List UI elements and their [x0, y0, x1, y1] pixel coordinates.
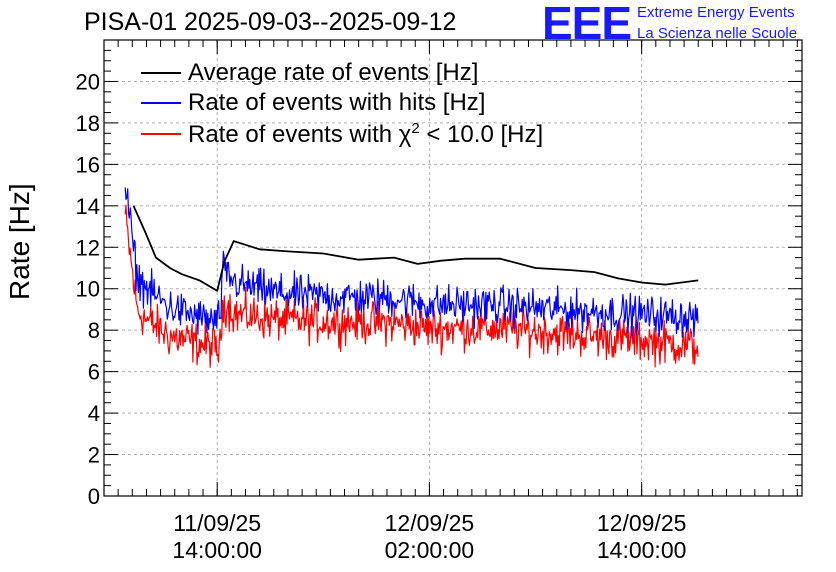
y-tick-label: 20 [76, 69, 100, 94]
eee-logo-icon: EEE [542, 0, 632, 49]
legend-label-chi2: Rate of events with χ2 < 10.0 [Hz] [188, 120, 543, 149]
legend-label-average: Average rate of events [Hz] [188, 59, 479, 86]
x-tick-label-time: 14:00:00 [597, 537, 687, 563]
x-tick-label-time: 14:00:00 [172, 537, 262, 563]
y-tick-label: 6 [88, 360, 100, 385]
legend-chi2-prefix: Rate of events with [188, 121, 399, 148]
y-tick-label: 10 [76, 277, 100, 302]
y-tick-label: 2 [88, 443, 100, 468]
x-tick-label-time: 02:00:00 [385, 537, 475, 563]
y-tick-label: 0 [88, 484, 100, 509]
x-tick-label-date: 11/09/25 [173, 510, 261, 536]
series-line-hits [124, 187, 699, 339]
series-line-chi2 [124, 204, 699, 368]
series-layer [124, 187, 699, 368]
logo-line-2: La Scienza nelle Scuole [637, 25, 798, 42]
y-tick-label: 14 [76, 194, 100, 219]
legend-label-hits: Rate of events with hits [Hz] [188, 89, 486, 116]
legend-swatch-hits [141, 102, 181, 104]
legend-swatch-chi2 [141, 133, 181, 135]
legend-swatch-average [141, 72, 181, 74]
logo-line-1: Extreme Energy Events [637, 4, 795, 21]
axis-tick-labels: 0246810121416182011/09/2514:00:0012/09/2… [76, 69, 687, 563]
axis-ticks [103, 40, 802, 497]
y-tick-label: 18 [76, 111, 100, 136]
chart-title: PISA-01 2025-09-03--2025-09-12 [84, 8, 457, 36]
legend-chi2-symbol: χ [398, 121, 412, 148]
y-tick-label: 4 [88, 401, 100, 426]
legend-chi2-exponent: 2 [411, 120, 420, 137]
y-axis-label: Rate [Hz] [4, 183, 35, 300]
y-tick-label: 8 [88, 318, 100, 343]
series-line-average [132, 205, 699, 292]
legend-chi2-suffix: < 10.0 [Hz] [419, 121, 544, 148]
y-tick-label: 16 [76, 152, 100, 177]
y-tick-label: 12 [76, 235, 100, 260]
x-tick-label-date: 12/09/25 [597, 510, 687, 536]
x-tick-label-date: 12/09/25 [385, 510, 475, 536]
